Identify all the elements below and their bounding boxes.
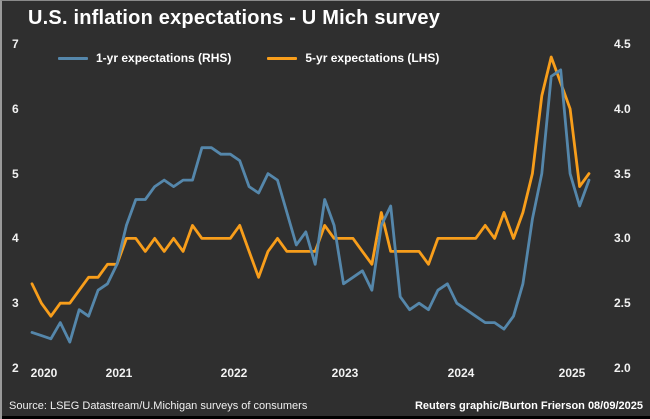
left-axis-tick-4: 4 <box>12 231 19 246</box>
left-axis-tick-3: 3 <box>12 296 19 311</box>
x-axis-tick-2022: 2022 <box>220 366 248 380</box>
left-axis-tick-7: 7 <box>12 37 19 51</box>
right-axis-tick-4.0: 4.0 <box>614 101 631 116</box>
legend-item-1yr: 1-yr expectations (RHS) <box>58 51 231 65</box>
legend: 1-yr expectations (RHS) 5-yr expectation… <box>58 51 439 65</box>
legend-label-5yr: 5-yr expectations (LHS) <box>305 51 440 65</box>
left-axis-tick-6: 6 <box>12 101 19 116</box>
legend-label-1yr: 1-yr expectations (RHS) <box>96 51 232 65</box>
x-axis-tick-2025: 2025 <box>558 366 586 380</box>
credit-text: Reuters graphic/Burton Frierson 08/09/20… <box>414 399 643 412</box>
1yr-line-swatch-icon <box>58 56 88 60</box>
right-axis-tick-4.5: 4.5 <box>614 37 631 51</box>
bottom-border <box>2 416 650 419</box>
5yr-expectations-line <box>30 55 591 318</box>
source-text: Source: LSEG Datastream/U.Michigan surve… <box>9 399 308 412</box>
x-axis-tick-2021: 2021 <box>105 366 133 380</box>
left-axis-tick-5: 5 <box>12 166 19 181</box>
page-title: U.S. inflation expectations - U Mich sur… <box>28 7 441 29</box>
right-axis-tick-3.5: 3.5 <box>614 166 631 181</box>
legend-item-5yr: 5-yr expectations (LHS) <box>267 51 439 65</box>
footer-bar: Source: LSEG Datastream/U.Michigan surve… <box>2 395 650 416</box>
5yr-line-swatch-icon <box>267 56 298 60</box>
x-axis-tick-2024: 2024 <box>447 366 475 380</box>
right-axis-tick-2.0: 2.0 <box>614 361 631 375</box>
x-axis-tick-2023: 2023 <box>331 366 359 380</box>
right-axis-tick-3.0: 3.0 <box>614 231 631 246</box>
1yr-expectations-line <box>30 68 591 344</box>
right-axis-tick-2.5: 2.5 <box>614 296 631 311</box>
left-axis-tick-2: 2 <box>12 361 19 375</box>
x-axis-tick-2020: 2020 <box>30 366 58 380</box>
